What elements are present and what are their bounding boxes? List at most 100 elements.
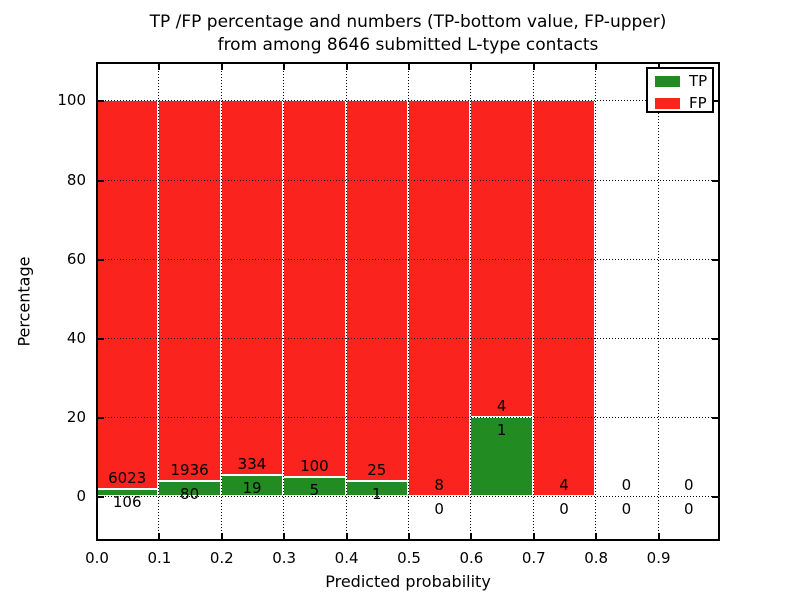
y-tick-label-40: 40: [66, 328, 86, 347]
y-tick-label-60: 60: [66, 249, 86, 268]
legend-entry-fp: FP: [648, 94, 712, 112]
bar-count-label-fp-0.1-0.2: 1936: [170, 460, 209, 479]
bar-count-label-tp-0.8-0.9: 0: [621, 500, 632, 519]
y-tick-label-20: 20: [66, 408, 86, 427]
x-tick-label-0.6: 0.6: [459, 549, 484, 567]
bar-fp-0.0-0.1: [96, 100, 159, 490]
chart-title-line-1: TP /FP percentage and numbers (TP-bottom…: [149, 12, 667, 32]
bar-count-label-tp-0.1-0.2: 80: [180, 484, 200, 503]
bar-fp-0.4-0.5: [345, 100, 408, 482]
gridline-y-100: [96, 100, 720, 102]
y-tick-right-80: [712, 179, 718, 182]
bar-count-label-tp-0.6-0.7: 1: [496, 421, 507, 440]
x-tick-top-0.6: [470, 64, 473, 70]
x-tick-top-0.1: [158, 64, 161, 70]
gridline-x-0.9: [657, 62, 659, 541]
x-tick-top-0.8: [595, 64, 598, 70]
bar-count-label-tp-0.0-0.1: 106: [112, 493, 142, 512]
y-tick-label-80: 80: [66, 170, 86, 189]
y-tick-right-40: [712, 337, 718, 340]
gridline-y-80: [96, 179, 720, 181]
y-tick-left-20: [98, 417, 104, 420]
y-tick-right-20: [712, 417, 718, 420]
bar-count-label-fp-0.5-0.6: 8: [434, 476, 444, 495]
x-tick-bottom-0.8: [595, 533, 598, 539]
gridline-x-0.5: [408, 62, 409, 541]
x-tick-bottom-0.4: [345, 533, 348, 539]
bar-count-label-tp-0.4-0.5: 1: [372, 485, 382, 504]
gridline-y-40: [96, 337, 720, 339]
legend-swatch-fp: [655, 98, 680, 109]
x-tick-top-0.4: [345, 64, 348, 70]
legend-label-fp: FP: [689, 94, 707, 112]
bar-count-label-fp-0.7-0.8: 4: [559, 476, 569, 495]
bar-fp-0.1-0.2: [158, 100, 221, 481]
gridline-x-0.2: [220, 62, 222, 541]
bar-count-label-fp-0.6-0.7: 4: [496, 397, 507, 416]
x-tick-label-0.4: 0.4: [334, 549, 359, 567]
bar-count-label-tp-0.7-0.8: 0: [559, 500, 569, 519]
gridline-x-0.7: [532, 62, 534, 541]
gridline-x-0.4: [345, 62, 347, 541]
x-tick-bottom-0.5: [408, 533, 410, 539]
y-tick-right-60: [712, 258, 718, 261]
x-tick-label-0.8: 0.8: [584, 549, 609, 567]
bar-count-label-tp-0.9-1.0: 0: [684, 500, 694, 519]
y-tick-right-0: [712, 496, 718, 499]
x-tick-label-0.2: 0.2: [209, 549, 234, 567]
chart-title: TP /FP percentage and numbers (TP-bottom…: [96, 11, 720, 57]
x-tick-label-0.1: 0.1: [147, 549, 172, 567]
bar-count-label-fp-0.2-0.3: 334: [237, 454, 267, 473]
bar-fp-0.5-0.6: [408, 100, 471, 497]
x-tick-bottom-0.9: [657, 533, 660, 539]
chart-title-line-2: from among 8646 submitted L-type contact…: [217, 35, 599, 55]
y-tick-left-80: [98, 179, 104, 182]
x-tick-top-0.3: [283, 64, 286, 70]
x-tick-label-0.5: 0.5: [397, 549, 421, 567]
x-tick-label-0: 0.0: [85, 549, 109, 567]
y-tick-label-0: 0: [76, 487, 86, 506]
y-tick-left-0: [98, 496, 104, 499]
x-tick-label-0.7: 0.7: [521, 549, 546, 567]
y-tick-right-100: [712, 100, 718, 103]
x-axis-label: Predicted probability: [325, 572, 491, 591]
bar-count-label-fp-0.9-1.0: 0: [684, 476, 694, 495]
bar-count-label-tp-0.5-0.6: 0: [434, 500, 444, 519]
legend-entry-tp: TP: [648, 72, 712, 90]
legend: TP FP: [646, 67, 714, 113]
x-tick-top-0.7: [532, 64, 535, 70]
gridline-x-0.3: [283, 62, 285, 541]
bar-count-label-fp-0.4-0.5: 25: [367, 461, 387, 480]
bar-fp-0.7-0.8: [532, 100, 596, 497]
x-tick-bottom-0.6: [470, 533, 473, 539]
bar-fp-0.2-0.3: [220, 100, 284, 475]
y-tick-left-40: [98, 337, 104, 340]
bar-count-label-fp-0.3-0.4: 100: [300, 457, 329, 476]
bar-fp-0.3-0.4: [283, 100, 346, 478]
y-tick-label-100: 100: [57, 91, 86, 110]
bar-count-label-fp-0.8-0.9: 0: [621, 476, 632, 495]
gridline-y-20: [96, 417, 720, 419]
x-tick-bottom-0.7: [532, 533, 535, 539]
gridline-x-0.8: [595, 62, 597, 541]
gridline-x-0.6: [470, 62, 472, 541]
x-tick-top-0: [96, 64, 98, 70]
y-axis-label: Percentage: [14, 256, 34, 347]
y-tick-left-60: [98, 258, 104, 261]
legend-swatch-tp: [655, 76, 680, 87]
legend-label-tp: TP: [689, 72, 708, 90]
gridline-y-60: [96, 258, 720, 260]
x-tick-bottom-0.1: [158, 533, 161, 539]
x-tick-top-0.2: [220, 64, 223, 70]
x-tick-label-0.3: 0.3: [272, 549, 297, 567]
x-tick-bottom-0.3: [283, 533, 286, 539]
bar-count-label-fp-0.0-0.1: 6023: [108, 469, 147, 488]
x-tick-label-0.9: 0.9: [646, 549, 671, 567]
gridline-x-0.1: [158, 62, 160, 541]
gridline-y-0: [96, 496, 720, 498]
x-tick-bottom-0.2: [220, 533, 223, 539]
x-tick-top-0.5: [408, 64, 410, 70]
y-tick-left-100: [98, 100, 104, 103]
bar-count-label-tp-0.3-0.4: 5: [309, 481, 320, 500]
